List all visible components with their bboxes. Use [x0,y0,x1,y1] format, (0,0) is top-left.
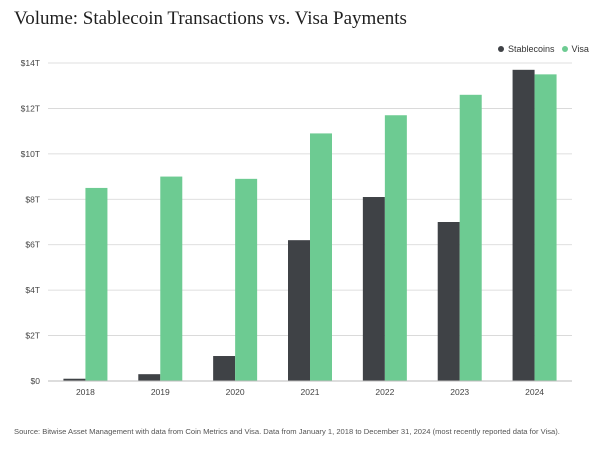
x-tick-label: 2022 [375,387,394,397]
bar-stablecoins-2021 [288,240,310,381]
legend-item-stablecoins: Stablecoins [498,44,555,54]
x-tick-label: 2019 [151,387,170,397]
plot-area: $0 $2T $4T $6T $8T $10T $12T $14T 2018 2019 2020 20… [21,58,572,397]
chart-title: Volume: Stablecoin Transactions vs. Visa… [14,8,407,29]
legend-swatch-stablecoins [498,46,504,52]
y-tick-label: $6T [25,240,40,250]
bar-visa-2023 [459,94,482,382]
legend-swatch-visa [561,46,568,52]
legend-label-stablecoins: Stablecoins [508,44,555,54]
legend-label-visa: Visa [571,44,589,54]
x-tick-label: 2023 [450,387,469,397]
bar-visa-2021 [310,133,332,381]
bar-visa-2022 [384,115,407,381]
bar-stablecoins-2018 [63,378,86,381]
legend-item-visa: Visa [561,44,589,54]
bar-stablecoins-2019 [138,374,161,381]
y-tick-label: $0 [31,376,41,386]
bar-stablecoins-2023 [437,222,460,381]
source-note: Source: Bitwise Asset Management with da… [14,427,560,436]
bar-stablecoins-2020 [213,356,236,381]
y-tick-label: $2T [25,331,40,341]
x-tick-label: 2018 [76,387,95,397]
bar-stablecoins-2022 [362,197,385,381]
y-tick-label: $4T [25,285,40,295]
x-tick-label: 2021 [301,387,320,397]
bar-stablecoins-2024 [512,69,535,382]
y-tick-label: $14T [21,58,40,68]
y-tick-label: $10T [21,149,40,159]
bar-visa-2019 [160,176,183,381]
bar-visa-2018 [85,187,108,381]
x-tick-label: 2024 [525,387,544,397]
x-tick-label: 2020 [226,387,245,397]
bar-visa-2020 [235,178,258,381]
legend: Stablecoins Visa [498,44,596,54]
y-tick-label: $12T [21,103,40,113]
bar-visa-2024 [534,74,557,381]
y-tick-label: $8T [25,194,40,204]
